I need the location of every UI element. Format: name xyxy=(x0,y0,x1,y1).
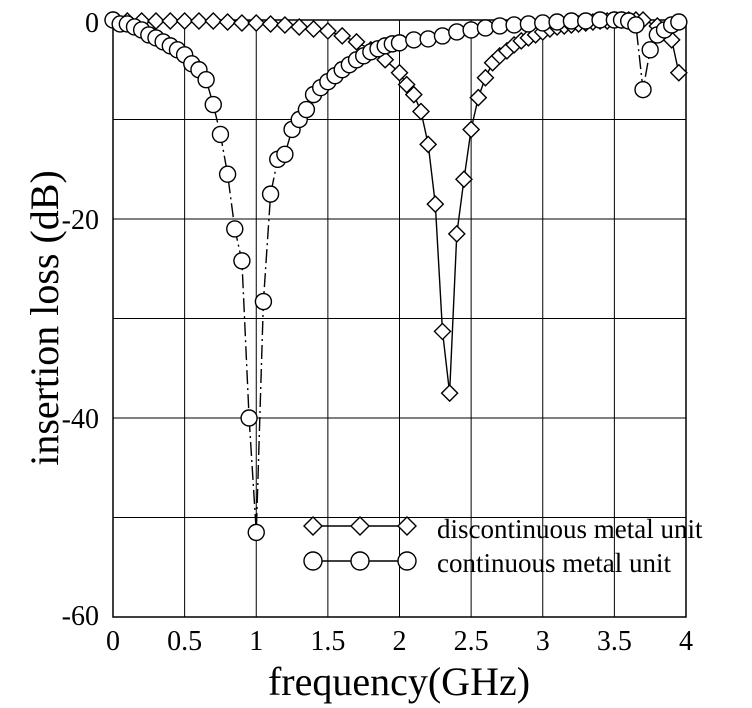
diamond-marker xyxy=(404,85,423,104)
diamond-marker xyxy=(462,120,481,139)
circle-marker xyxy=(297,100,316,119)
legend-label-continuous: continuous metal unit xyxy=(437,548,671,578)
circle-marker xyxy=(505,16,523,34)
x-tick-label: 0.5 xyxy=(167,626,202,657)
circle-marker xyxy=(448,23,466,41)
diamond-marker xyxy=(347,32,366,51)
circle-marker xyxy=(462,21,480,39)
circle-marker xyxy=(350,551,370,571)
diamond-marker xyxy=(247,13,266,32)
diamond-marker xyxy=(333,26,352,45)
circle-marker xyxy=(303,551,323,571)
diamond-marker xyxy=(175,12,194,30)
x-tick-label: 1.5 xyxy=(310,626,345,657)
diamond-marker xyxy=(433,322,452,341)
circle-marker xyxy=(419,30,437,48)
diamond-marker xyxy=(411,102,430,121)
circle-marker xyxy=(226,220,244,238)
diamond-marker xyxy=(397,75,416,94)
legend: discontinuous metal unit continuous meta… xyxy=(303,514,703,578)
circle-marker xyxy=(519,15,538,33)
x-tick-label: 0 xyxy=(106,626,120,657)
diamond-marker xyxy=(218,13,237,31)
diamond-marker xyxy=(669,63,688,82)
legend-item-discontinuous xyxy=(303,516,417,536)
diamond-marker xyxy=(318,21,337,40)
circle-marker xyxy=(397,551,417,571)
circle-marker xyxy=(433,27,452,45)
circle-marker xyxy=(627,16,645,34)
diamond-marker xyxy=(290,17,309,36)
diamond-marker xyxy=(454,170,473,189)
diamond-marker xyxy=(476,68,495,87)
y-tick-label: -40 xyxy=(62,404,99,435)
circle-marker xyxy=(247,523,265,542)
circle-marker xyxy=(591,11,609,29)
circle-marker xyxy=(204,95,222,114)
diamond-marker xyxy=(469,88,488,107)
y-tick-label: -60 xyxy=(62,601,99,632)
x-tick-labels: 0 0.5 1 1.5 2 2.5 3 3.5 4 xyxy=(106,626,693,657)
y-tick-label: 0 xyxy=(85,8,99,39)
circle-marker xyxy=(261,185,280,203)
diamond-marker xyxy=(303,516,323,536)
circle-marker xyxy=(670,13,688,31)
x-axis-title: frequency(GHz) xyxy=(268,659,530,704)
series-continuous xyxy=(104,11,688,542)
diamond-marker xyxy=(419,135,438,154)
circle-marker xyxy=(534,14,552,32)
circle-marker xyxy=(240,409,258,427)
circle-marker xyxy=(390,34,409,52)
circle-marker xyxy=(405,31,423,49)
diamond-marker xyxy=(390,63,409,82)
diamond-marker xyxy=(426,195,445,214)
diamond-marker xyxy=(447,224,466,243)
diamond-marker xyxy=(189,12,208,30)
diamond-marker xyxy=(440,384,459,403)
data-series xyxy=(104,11,688,542)
diamond-marker xyxy=(261,14,280,33)
x-tick-label: 2.5 xyxy=(454,626,489,657)
circle-marker xyxy=(254,292,273,311)
plot-frame xyxy=(112,19,687,618)
diamond-marker xyxy=(304,19,323,38)
x-tick-label: 1 xyxy=(249,626,263,657)
circle-marker xyxy=(562,12,581,30)
circle-marker xyxy=(577,12,595,30)
legend-label-discontinuous: discontinuous metal unit xyxy=(437,514,703,544)
circle-marker xyxy=(197,70,215,89)
diamond-marker xyxy=(204,12,223,30)
diamond-marker xyxy=(146,12,165,30)
circle-marker xyxy=(218,165,237,183)
legend-item-continuous xyxy=(303,551,417,571)
y-axis-title: insertion loss (dB) xyxy=(22,170,67,466)
diamond-marker xyxy=(350,516,370,536)
y-tick-labels: 0 -20 -40 -60 xyxy=(62,8,99,632)
circle-marker xyxy=(476,19,495,37)
circle-marker xyxy=(276,145,294,164)
circle-marker xyxy=(548,13,566,31)
y-tick-label: -20 xyxy=(62,205,99,236)
circle-marker xyxy=(491,17,509,35)
diamond-marker xyxy=(161,12,180,30)
x-tick-label: 2 xyxy=(393,626,407,657)
diamond-marker xyxy=(232,13,251,32)
circle-marker xyxy=(641,41,659,59)
diamond-marker xyxy=(397,516,417,536)
circle-marker xyxy=(634,80,652,99)
x-tick-label: 4 xyxy=(679,626,693,657)
x-tick-label: 3.5 xyxy=(597,626,632,657)
grid-lines xyxy=(113,20,686,617)
x-tick-label: 3 xyxy=(536,626,550,657)
series-line xyxy=(112,19,680,533)
circle-marker xyxy=(211,125,230,144)
circle-marker xyxy=(233,252,251,270)
diamond-marker xyxy=(275,15,294,34)
